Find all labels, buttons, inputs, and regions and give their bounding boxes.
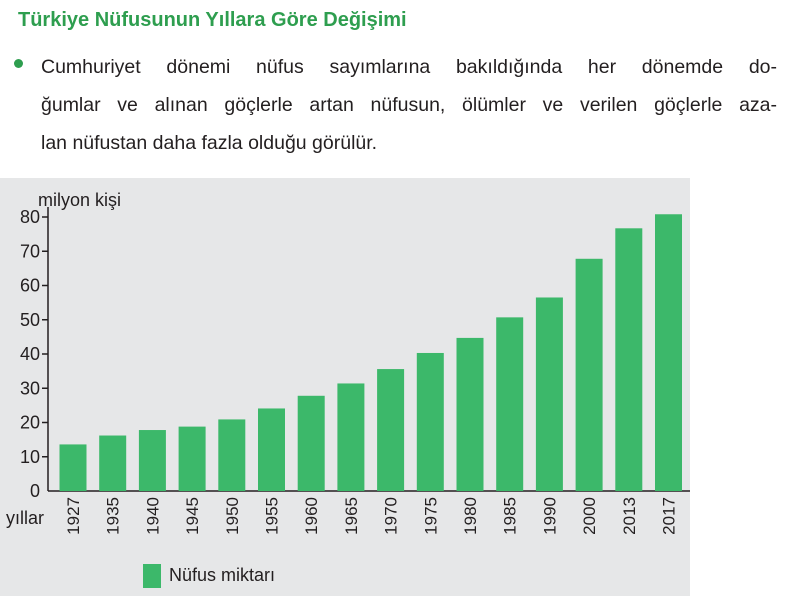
x-tick-label: 1965 [342,497,361,535]
y-tick-label: 30 [20,378,40,398]
x-tick-label: 1935 [104,497,123,535]
bar-1965 [337,383,365,491]
y-tick-label: 70 [20,241,40,261]
x-tick-label: 1960 [302,497,321,535]
x-tick-label: 1980 [461,497,480,535]
x-tick-label: 1985 [501,497,520,535]
bar-2000 [575,258,603,491]
bullet-icon [14,59,23,68]
legend-swatch [143,564,161,588]
x-tick-label: 1945 [183,497,202,535]
x-tick-label: 1970 [382,497,401,535]
x-tick-label: 2000 [580,497,599,535]
y-tick-label: 40 [20,344,40,364]
paragraph-line: ğumlar ve alınan göçlerle artan nüfusun,… [41,94,777,116]
bar-1945 [178,426,206,491]
bar-1980 [456,337,484,491]
bar-1955 [258,408,285,491]
bar-1927 [59,444,87,491]
x-tick-label: 1940 [143,497,162,535]
bar-1990 [535,297,563,491]
y-axis-title: milyon kişi [38,190,121,210]
bar-1950 [218,419,246,491]
bar-1935 [99,435,127,491]
y-tick-label: 0 [30,481,40,501]
paragraph-line: Cumhuriyet dönemi nüfus sayımlarına bakı… [41,56,777,78]
legend-label: Nüfus miktarı [169,565,276,585]
paragraph-line: lan nüfustan daha fazla olduğu görülür. [41,132,378,154]
x-tick-label: 1955 [263,497,282,535]
y-tick-label: 80 [20,207,40,227]
bar-2013 [615,228,643,492]
bar-1970 [377,369,405,491]
y-tick-label: 50 [20,310,40,330]
x-axis-title: yıllar [6,508,44,528]
bar-1985 [496,317,524,491]
body-paragraph: Cumhuriyet dönemi nüfus sayımlarına bakı… [41,48,777,162]
y-tick-label: 10 [20,447,40,467]
bar-1960 [297,395,325,491]
bar-1940 [138,430,166,491]
bar-1975 [416,352,444,491]
bar-2017 [655,214,682,491]
x-tick-label: 1975 [421,497,440,535]
y-tick-label: 20 [20,413,40,433]
x-tick-label: 1950 [223,497,242,535]
x-tick-label: 1990 [540,497,559,535]
x-tick-label: 2013 [620,497,639,535]
y-tick-label: 60 [20,276,40,296]
x-tick-label: 1927 [64,497,83,535]
section-heading: Türkiye Nüfusunun Yıllara Göre Değişimi [18,9,407,31]
x-tick-label: 2017 [660,497,679,535]
